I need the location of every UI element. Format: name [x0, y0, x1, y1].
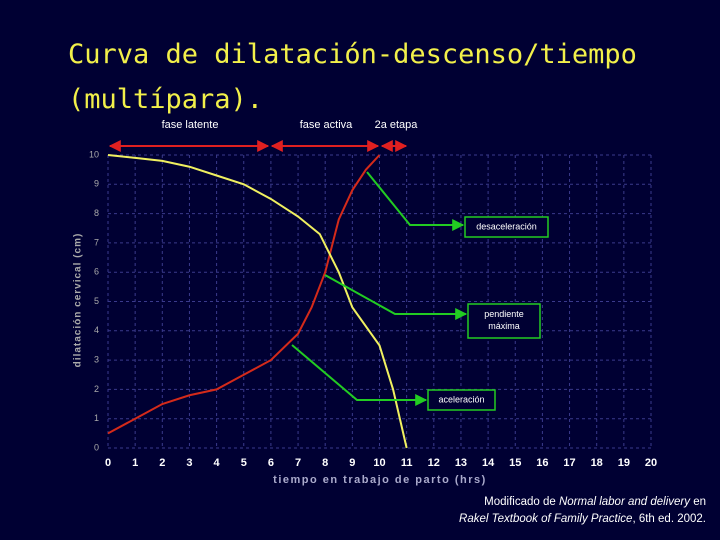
callout-box	[467, 303, 541, 339]
y-tick-label: 7	[94, 237, 99, 247]
y-tick-label: 8	[94, 208, 99, 218]
x-tick-label: 13	[455, 457, 467, 469]
title: Curva de dilatación-descenso/tiempo (mul…	[68, 39, 637, 115]
x-tick-label: 16	[536, 457, 548, 469]
callout-label: desaceleración	[476, 221, 537, 231]
y-axis-label: dilatación cervical (cm)	[73, 233, 84, 368]
footnote-line: Modificado de Normal labor and delivery …	[459, 494, 706, 511]
x-tick-label: 18	[591, 457, 603, 469]
x-tick-label: 2	[159, 457, 165, 469]
x-tick-label: 19	[618, 457, 630, 469]
x-tick-label: 6	[268, 457, 274, 469]
x-tick-label: 14	[482, 457, 495, 469]
callout-arrow	[324, 274, 468, 320]
x-axis-label: tiempo en trabajo de parto (hrs)	[273, 474, 487, 486]
footnote-text: Rakel Textbook of Family Practice	[459, 513, 633, 525]
y-tick-label: 5	[94, 296, 99, 306]
footnote-text: Modificado de	[484, 496, 556, 508]
y-tick-label: 9	[94, 179, 99, 189]
footnote-text: , 6th ed. 2002.	[632, 513, 706, 525]
callout-arrow	[291, 344, 428, 406]
callout-box	[427, 389, 496, 411]
x-tick-label: 7	[295, 457, 301, 469]
callout-box	[464, 216, 549, 238]
x-tick-label: 11	[401, 457, 413, 469]
x-tick-label: 17	[563, 457, 575, 469]
x-tick-label: 4	[214, 457, 221, 469]
footnote: Modificado de Normal labor and delivery …	[459, 494, 706, 528]
x-tick-label: 1	[132, 457, 138, 469]
x-tick-label: 12	[428, 457, 440, 469]
footnote-text: en	[693, 496, 706, 508]
phase-label: fase activa	[300, 119, 353, 131]
x-tick-label: 20	[645, 457, 657, 469]
x-tick-label: 9	[349, 457, 355, 469]
y-tick-label: 3	[94, 354, 99, 364]
x-tick-label: 8	[322, 457, 328, 469]
y-tick-label: 10	[89, 149, 99, 159]
callout-arrow	[366, 171, 465, 231]
footnote-text: Normal labor and delivery	[558, 496, 690, 508]
y-tick-label: 1	[94, 413, 99, 423]
y-tick-label: 6	[94, 267, 99, 277]
y-tick-label: 4	[94, 325, 99, 335]
x-tick-label: 3	[186, 457, 192, 469]
y-tick-label: 0	[94, 442, 99, 452]
data-line	[107, 154, 381, 435]
data-line	[107, 154, 408, 449]
x-tick-label: 15	[509, 457, 521, 469]
x-tick-label: 5	[241, 457, 247, 469]
phase-label: fase latente	[162, 119, 219, 131]
x-tick-label: 10	[373, 457, 385, 469]
footnote-line: Rakel Textbook of Family Practice, 6th e…	[459, 511, 706, 528]
phase-label: 2a etapa	[375, 119, 419, 131]
callout-label: pendiente máxima	[484, 309, 524, 331]
callout-label: aceleración	[438, 394, 484, 404]
x-tick-label: 0	[105, 457, 111, 469]
y-tick-label: 2	[94, 384, 99, 394]
